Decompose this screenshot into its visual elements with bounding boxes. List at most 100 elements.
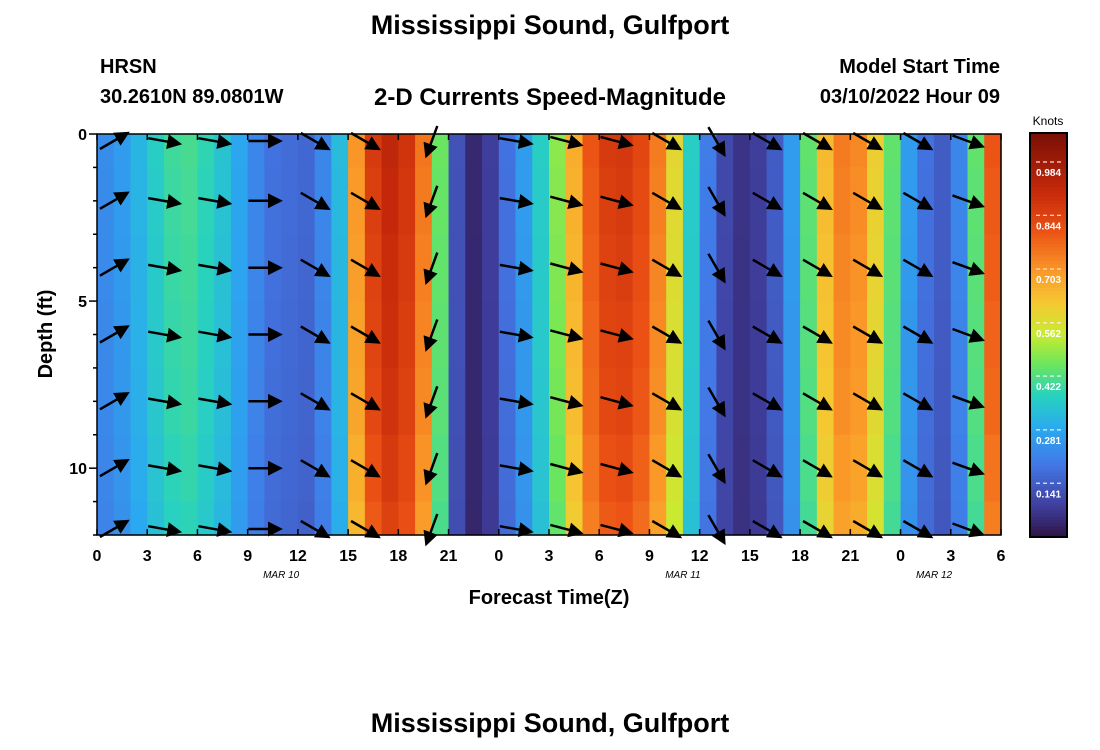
current-vector <box>499 394 534 410</box>
colorbar-label: Knots <box>1033 114 1064 128</box>
colorbar-cell <box>1030 264 1067 269</box>
x-tick-label: 12 <box>289 548 307 565</box>
current-vector <box>350 258 381 277</box>
heatmap-cell <box>800 234 818 302</box>
current-vector <box>902 459 934 478</box>
heatmap-cell <box>900 434 918 503</box>
current-vector <box>147 327 183 343</box>
colorbar-cell <box>1030 213 1067 218</box>
heatmap-cell <box>632 134 651 169</box>
heatmap-cell <box>381 134 399 169</box>
heatmap-cell <box>582 134 600 169</box>
heatmap-cell <box>682 301 701 369</box>
heatmap-cell <box>348 501 366 536</box>
heatmap-cell <box>130 134 148 169</box>
heatmap-cell <box>431 301 450 369</box>
x-tick-label: 0 <box>896 548 905 565</box>
heatmap-cell <box>733 501 751 536</box>
heatmap-cell <box>649 167 667 235</box>
heatmap-cell <box>850 367 868 436</box>
colorbar-tick-label: 0.422 <box>1036 382 1061 393</box>
heatmap-cell <box>147 134 165 169</box>
heatmap-cell <box>498 134 517 169</box>
x-tick-label: 3 <box>143 548 152 565</box>
colorbar-cell <box>1030 449 1067 454</box>
colorbar-cell <box>1030 257 1067 262</box>
heatmap-cell <box>398 167 416 235</box>
colorbar-cell <box>1030 291 1067 296</box>
heatmap-cell <box>883 301 902 369</box>
heatmap-cell <box>716 367 734 436</box>
colorbar-cell <box>1030 459 1067 464</box>
heatmap-cell <box>381 301 399 369</box>
heatmap-cell <box>783 367 801 436</box>
heatmap-cell <box>348 434 366 503</box>
colorbar-cell <box>1030 415 1067 420</box>
colorbar-cell <box>1030 439 1067 444</box>
current-vector <box>499 194 534 209</box>
heatmap-cell <box>498 434 517 503</box>
colorbar-cell <box>1030 237 1067 242</box>
heatmap-cell <box>498 234 517 302</box>
heatmap-cell <box>917 134 935 169</box>
current-vector <box>423 185 439 219</box>
heatmap-cell <box>733 134 751 169</box>
heatmap-cell <box>549 501 567 536</box>
current-vector <box>600 461 634 477</box>
colorbar-cell <box>1030 355 1067 360</box>
colorbar-cell <box>1030 183 1067 188</box>
heatmap-cell <box>950 367 969 436</box>
colorbar-cell <box>1030 133 1067 137</box>
current-vector <box>350 131 381 151</box>
colorbar-cell <box>1030 304 1067 309</box>
colorbar-cell <box>1030 166 1067 171</box>
heatmap-cell <box>331 234 349 302</box>
heatmap-cell <box>130 367 148 436</box>
colorbar-cell <box>1030 277 1067 282</box>
current-vector <box>802 392 833 411</box>
heatmap-cell <box>632 167 651 235</box>
current-vector <box>198 194 233 209</box>
x-tick-label: 15 <box>339 548 357 565</box>
colorbar-cell <box>1030 361 1067 366</box>
heatmap-cell <box>733 367 751 436</box>
heatmap-cell <box>197 367 215 436</box>
x-tick-label: 6 <box>193 548 202 565</box>
heatmap-cell <box>147 167 165 235</box>
x-tick-label: 0 <box>93 548 102 565</box>
current-vector <box>852 459 884 478</box>
colorbar-cell <box>1030 234 1067 238</box>
current-vector <box>651 325 683 344</box>
heatmap-cell <box>147 501 165 536</box>
colorbar-cell <box>1030 510 1067 515</box>
heatmap-cell <box>97 434 115 503</box>
heatmap-cell <box>833 501 851 536</box>
heatmap-cell <box>180 167 199 235</box>
heatmap-cell <box>197 134 215 169</box>
colorbar-cell <box>1030 469 1067 474</box>
current-vector <box>300 131 331 151</box>
colorbar-cell <box>1030 328 1067 333</box>
heatmap-cell <box>97 501 115 536</box>
heatmap-cell <box>214 134 232 169</box>
heatmap-cell <box>498 367 517 436</box>
colorbar-cell <box>1030 466 1067 471</box>
colorbar-cell <box>1030 331 1067 336</box>
colorbar-cell <box>1030 139 1067 144</box>
heatmap-cell <box>549 234 567 302</box>
colorbar-cell <box>1030 382 1067 387</box>
heatmap-cell <box>783 434 801 503</box>
heatmap-cell <box>816 134 835 169</box>
heatmap-cell <box>883 434 902 503</box>
colorbar-cell <box>1030 217 1067 222</box>
current-vector <box>802 258 833 277</box>
colorbar-cell <box>1030 321 1067 326</box>
heatmap-cell <box>147 301 165 369</box>
current-vector <box>752 191 783 211</box>
colorbar-cell <box>1030 210 1067 215</box>
heatmap-cell <box>950 134 969 169</box>
current-vector <box>198 522 233 537</box>
current-vector <box>852 258 884 277</box>
heatmap-cell <box>364 134 383 169</box>
date-label: MAR 12 <box>916 570 953 581</box>
